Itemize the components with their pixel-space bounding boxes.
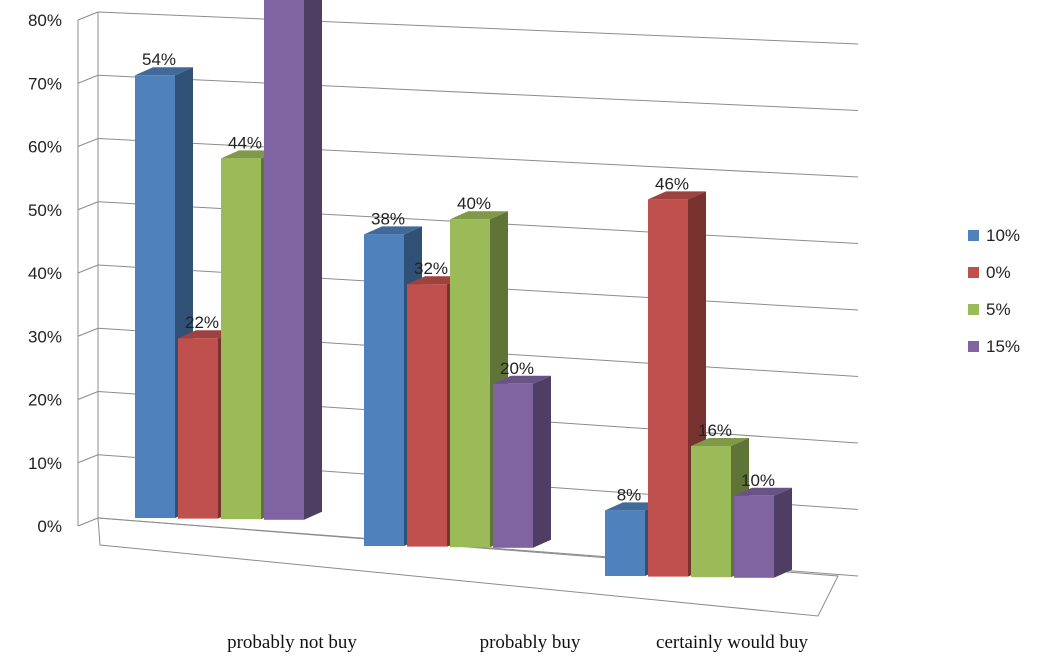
x-axis-categories: probably not buy probably buy certainly wo… xyxy=(227,632,808,653)
bar-side xyxy=(533,375,551,548)
data-label: 8% xyxy=(617,485,642,504)
data-label: 32% xyxy=(414,259,448,278)
bar xyxy=(691,446,731,578)
category-label: probably buy xyxy=(480,632,581,653)
legend-label: 0% xyxy=(986,263,1011,282)
legend-swatch xyxy=(968,267,979,278)
gridline xyxy=(97,11,859,45)
chart-floor xyxy=(97,517,839,617)
bar xyxy=(407,284,447,547)
bar-top xyxy=(450,211,508,220)
legend: 10% 0% 5% 15% xyxy=(968,226,1020,356)
side-gridline xyxy=(77,74,99,84)
bar-side xyxy=(304,0,322,520)
bar xyxy=(648,199,688,577)
data-labels: 54%22%44%70%38%32%40%20%8%46%16%10% xyxy=(142,50,775,504)
bar-top xyxy=(135,67,193,76)
category-label: probably not buy xyxy=(227,632,357,653)
y-tick-label: 30% xyxy=(28,327,62,346)
data-label: 46% xyxy=(655,174,689,193)
legend-swatch xyxy=(968,341,979,352)
category-label: certainly would buy xyxy=(656,632,808,653)
legend-swatch xyxy=(968,304,979,315)
legend-label: 15% xyxy=(986,337,1020,356)
data-label: 10% xyxy=(741,471,775,490)
data-label: 54% xyxy=(142,50,176,69)
y-tick-label: 10% xyxy=(28,454,62,473)
data-label: 44% xyxy=(228,133,262,152)
side-gridline xyxy=(77,454,99,464)
side-gridline xyxy=(77,264,99,274)
bar xyxy=(605,510,645,576)
legend-label: 10% xyxy=(986,226,1020,245)
data-label: 40% xyxy=(457,194,491,213)
y-axis-ticks: 0% 10% 20% 30% 40% 50% 60% 70% 80% xyxy=(28,11,62,536)
gridline xyxy=(97,138,859,178)
data-label: 16% xyxy=(698,421,732,440)
bar xyxy=(734,495,774,578)
bar xyxy=(450,219,490,548)
data-label: 20% xyxy=(500,359,534,378)
bar-top xyxy=(364,226,422,235)
side-gridline xyxy=(77,201,99,211)
data-label: 22% xyxy=(185,313,219,332)
side-gridline xyxy=(77,327,99,337)
gridline xyxy=(97,74,859,111)
floor xyxy=(97,517,839,617)
bar xyxy=(178,338,218,519)
bar-top xyxy=(691,438,749,446)
side-gridline xyxy=(77,517,99,527)
bar-side xyxy=(774,487,792,578)
bar xyxy=(493,383,533,548)
legend-label: 5% xyxy=(986,300,1011,319)
y-tick-label: 70% xyxy=(28,74,62,93)
y-tick-label: 50% xyxy=(28,201,62,220)
bars xyxy=(135,0,792,578)
bar xyxy=(135,75,175,518)
y-tick-label: 80% xyxy=(28,11,62,30)
y-tick-label: 60% xyxy=(28,138,62,157)
y-tick-label: 0% xyxy=(37,517,62,536)
y-tick-label: 40% xyxy=(28,264,62,283)
data-label: 38% xyxy=(371,209,405,228)
side-gridline xyxy=(77,138,99,147)
side-gridline xyxy=(77,11,99,21)
side-gridline xyxy=(77,391,99,400)
y-tick-label: 20% xyxy=(28,391,62,410)
bar xyxy=(221,158,261,520)
legend-swatch xyxy=(968,230,979,241)
bar xyxy=(264,0,304,520)
bar-top xyxy=(734,487,792,496)
bar xyxy=(364,234,404,546)
bar-top xyxy=(648,191,706,200)
bar-top xyxy=(493,375,551,384)
